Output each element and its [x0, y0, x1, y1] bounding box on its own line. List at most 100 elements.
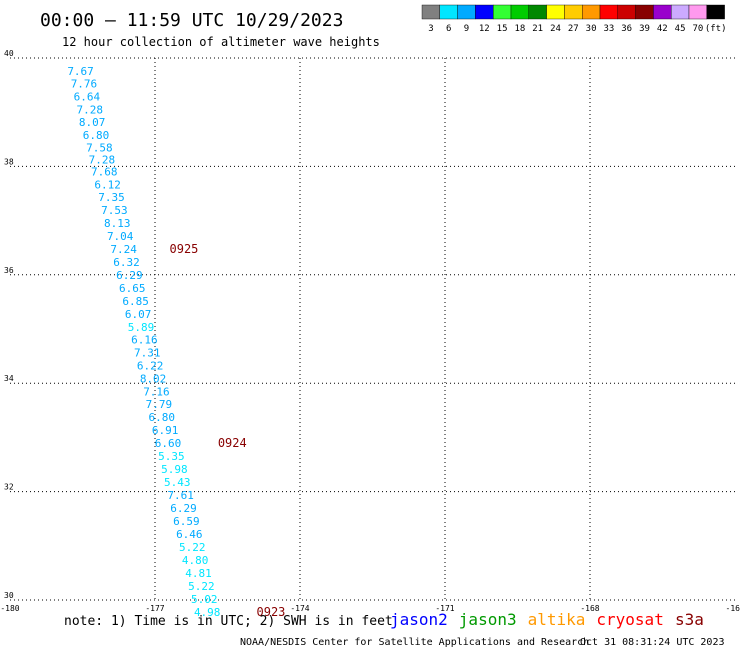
swh-data-label: 5.98 [161, 463, 188, 476]
colorbar-swatch [706, 4, 725, 20]
y-tick-label: 36 [4, 266, 14, 275]
colorbar-label: 33 [603, 24, 614, 34]
swh-data-label: 7.31 [134, 346, 161, 359]
swh-data-label: 7.67 [67, 65, 94, 78]
y-tick-label: 30 [4, 591, 14, 600]
swh-data-label: 7.04 [107, 230, 134, 243]
swh-data-label: 8.13 [104, 217, 131, 230]
colorbar-label: 39 [639, 24, 650, 34]
x-tick-label: -174 [290, 604, 309, 613]
footer-timestamp: Oct 31 08:31:24 UTC 2023 [580, 637, 725, 648]
swh-data-label: 6.29 [170, 502, 197, 515]
colorbar-swatch [528, 4, 547, 20]
swh-data-label: 5.89 [128, 321, 155, 334]
swh-data-label: 6.91 [152, 424, 179, 437]
swh-data-label: 7.68 [91, 165, 118, 178]
colorbar-label: 42 [657, 24, 668, 34]
swh-data-label: 4.98 [194, 606, 221, 619]
colorbar-label: 21 [532, 24, 543, 34]
data-labels: 7.677.766.647.288.076.807.587.287.686.12… [67, 65, 220, 619]
colorbar-label: 27 [568, 24, 579, 34]
footer-note: note: 1) Time is in UTC; 2) SWH is in fe… [64, 614, 393, 629]
swh-data-label: 7.76 [71, 77, 98, 90]
colorbar-swatch [671, 4, 690, 20]
colorbar-label: 30 [586, 24, 597, 34]
swh-data-label: 7.61 [167, 489, 194, 502]
swh-data-label: 6.80 [83, 129, 110, 142]
colorbar-label: 18 [514, 24, 525, 34]
colorbar-swatch [564, 4, 583, 20]
colorbar-swatch [457, 4, 476, 20]
colorbar-label: 36 [621, 24, 632, 34]
colorbar-swatch [510, 4, 529, 20]
colorbar-swatch [546, 4, 565, 20]
swh-data-label: 7.16 [143, 385, 170, 398]
colorbar-swatch [653, 4, 672, 20]
colorbar-label: 70 [692, 24, 703, 34]
colorbar-swatch [493, 4, 512, 20]
y-tick-label: 32 [4, 483, 14, 492]
colorbar-label: 12 [479, 24, 490, 34]
swh-data-label: 7.28 [89, 153, 116, 166]
swh-data-label: 6.65 [119, 282, 146, 295]
swh-data-label: 6.80 [149, 411, 176, 424]
swh-data-label: 5.22 [188, 580, 215, 593]
legend-item: jason3 [459, 610, 517, 629]
colorbar-swatch [421, 4, 440, 20]
footer-credit: NOAA/NESDIS Center for Satellite Applica… [240, 637, 589, 648]
swh-data-label: 7.28 [77, 103, 104, 116]
swh-data-label: 5.02 [191, 593, 218, 606]
colorbar-label: 24 [550, 24, 561, 34]
x-tick-label: -171 [435, 604, 454, 613]
swh-data-label: 6.22 [137, 359, 164, 372]
colorbar-label: 6 [446, 24, 451, 34]
colorbar-swatch [475, 4, 494, 20]
colorbar-swatch [439, 4, 458, 20]
chart-subtitle: 12 hour collection of altimeter wave hei… [62, 35, 380, 49]
swh-data-label: 8.02 [140, 372, 167, 385]
swh-data-label: 6.12 [94, 178, 121, 191]
legend-item: s3a [675, 610, 704, 629]
colorbar-label: 45 [675, 24, 686, 34]
time-annotation: 0925 [170, 242, 199, 256]
legend-item: cryosat [596, 610, 663, 629]
swh-data-label: 5.43 [164, 476, 191, 489]
x-tick-label: -168 [580, 604, 599, 613]
swh-data-label: 6.07 [125, 308, 152, 321]
legend: jason2 jason3 altika cryosat s3a [390, 610, 704, 629]
legend-item: jason2 [390, 610, 448, 629]
swh-data-label: 6.59 [173, 515, 200, 528]
x-tick-label: -16 [726, 604, 740, 613]
swh-data-label: 4.80 [182, 554, 209, 567]
swh-data-label: 6.32 [113, 256, 140, 269]
time-annotation: 0924 [218, 436, 247, 450]
swh-data-label: 7.24 [110, 243, 137, 256]
swh-data-label: 6.85 [122, 295, 149, 308]
colorbar-swatch [582, 4, 601, 20]
legend-item: altika [528, 610, 586, 629]
x-tick-label: -177 [145, 604, 164, 613]
colorbar-swatch [688, 4, 707, 20]
swh-data-label: 5.35 [158, 450, 185, 463]
swh-data-label: 7.35 [98, 191, 125, 204]
chart-title: 00:00 – 11:59 UTC 10/29/2023 [40, 10, 343, 31]
swh-data-label: 6.60 [155, 437, 182, 450]
swh-data-label: 5.22 [179, 541, 206, 554]
swh-data-label: 7.58 [86, 141, 113, 154]
swh-data-label: 6.46 [176, 528, 203, 541]
x-tick-label: -180 [0, 604, 19, 613]
y-tick-label: 34 [4, 374, 14, 383]
time-annotations: 0925 0924 0923 [170, 242, 286, 619]
colorbar: 3 6 9 12 15 18 21 24 27 30 33 36 39 42 45 70 (ft) [421, 4, 727, 34]
colorbar-swatch [599, 4, 618, 20]
colorbar-label: 3 [428, 24, 433, 34]
swh-data-label: 4.81 [185, 567, 212, 580]
colorbar-label: (ft) [705, 24, 727, 34]
swh-data-label: 8.07 [79, 116, 106, 129]
axis-ticks: -180 -177 -174 -171 -168 -16 30 32 34 36 38 40 [0, 49, 740, 613]
swh-data-label: 7.53 [101, 204, 128, 217]
colorbar-swatch [635, 4, 654, 20]
y-tick-label: 40 [4, 49, 14, 58]
swh-data-label: 6.29 [116, 269, 143, 282]
